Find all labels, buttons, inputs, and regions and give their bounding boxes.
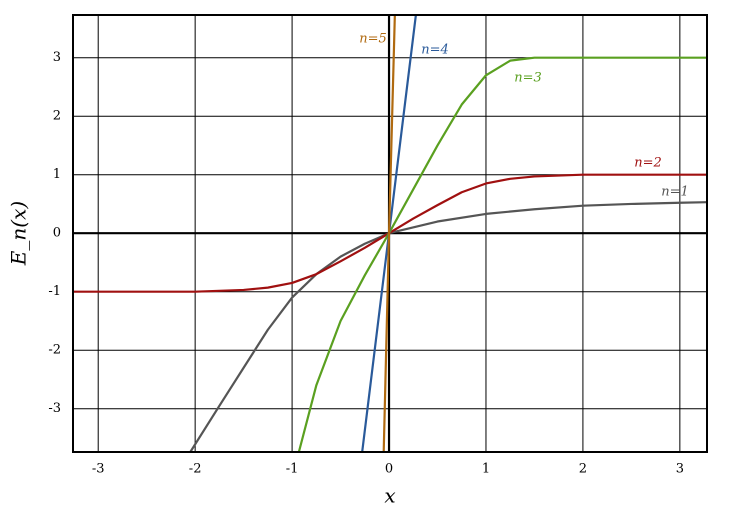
x-tick-label: 0 — [385, 462, 393, 477]
x-tick-label: -3 — [92, 462, 105, 477]
series-line — [382, 15, 396, 452]
x-tick-label: 3 — [676, 462, 684, 477]
series-label: n=1 — [661, 185, 689, 200]
x-tick-label: -2 — [189, 462, 202, 477]
plot-area — [73, 15, 707, 452]
y-tick-label: 0 — [53, 226, 61, 241]
y-tick-label: 1 — [53, 167, 61, 182]
series-line — [297, 56, 707, 452]
y-tick-label: 3 — [53, 50, 61, 65]
series-label: n=3 — [514, 71, 542, 86]
series-label: n=2 — [634, 156, 662, 171]
x-tick-label: -1 — [286, 462, 299, 477]
series-line — [189, 201, 707, 452]
x-tick-label: 2 — [579, 462, 587, 477]
series-label: n=4 — [421, 43, 449, 58]
y-tick-label: -3 — [48, 401, 61, 416]
x-tick-label: 1 — [482, 462, 490, 477]
y-tick-label: -2 — [48, 343, 61, 358]
y-axis-title: E_n(x) — [7, 201, 31, 266]
x-axis-title: x — [384, 484, 395, 508]
y-tick-label: -1 — [48, 284, 61, 299]
plot-frame — [72, 14, 708, 453]
y-tick-label: 2 — [53, 109, 61, 124]
series-label: n=5 — [359, 32, 387, 47]
